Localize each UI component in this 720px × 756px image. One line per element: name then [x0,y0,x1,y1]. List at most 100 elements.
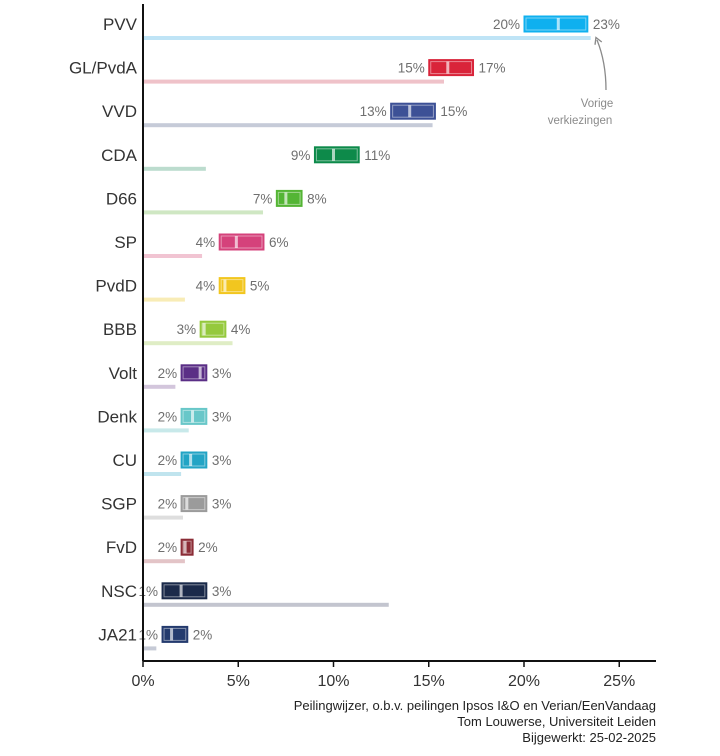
poll-estimate-mark [170,628,174,641]
high-value-label: 15% [440,104,467,119]
poll-estimate-mark [408,105,412,118]
x-tick-label: 5% [227,673,250,690]
previous-election-annotation: Vorige verkiezingen [548,36,613,127]
poll-interval-highlight [220,279,244,293]
party-label: JA21 [98,625,137,644]
low-value-label: 13% [360,104,387,119]
party-label: CDA [101,146,138,165]
poll-interval-bar [199,320,227,338]
party-label: Volt [109,364,138,383]
poll-interval-bar [428,59,475,77]
party-label: NSC [101,582,137,601]
poll-interval-highlight [182,497,206,511]
x-tick-label: 15% [413,673,445,690]
party-row: Volt 2% 3% [109,364,232,389]
party-row: NSC 1% 3% [101,582,389,607]
poll-interval-bar [161,625,189,643]
low-value-label: 9% [291,148,311,163]
party-row: VVD 13% 15% [102,102,467,128]
high-value-label: 3% [212,409,232,424]
low-value-label: 2% [158,497,178,512]
party-row: D66 7% 8% [106,189,327,215]
high-value-label: 2% [198,540,218,555]
previous-result-bar [143,384,176,389]
x-tick-label: 20% [508,673,540,690]
poll-estimate-mark [332,148,335,161]
previous-result-bar [143,341,233,346]
poll-interval-highlight [277,191,301,205]
poll-interval-bar [180,451,208,469]
party-label: SGP [101,495,137,514]
poll-estimate-mark [202,323,206,336]
caption-author: Tom Louwerse, Universiteit Leiden [457,714,656,729]
previous-result-bar [143,646,157,651]
low-value-label: 4% [196,279,216,294]
high-value-label: 8% [307,191,327,206]
poll-estimate-mark [234,236,238,248]
caption-updated: Bijgewerkt: 25-02-2025 [522,730,656,745]
annotation-text: verkiezingen [548,115,613,127]
low-value-label: 20% [493,17,520,32]
previous-result-bar [143,297,185,302]
party-row: CU 2% 3% [112,451,231,476]
poll-interval-bar [313,146,360,164]
party-row: Denk 2% 3% [97,407,232,433]
poll-interval-highlight [525,17,587,31]
high-value-label: 3% [212,366,232,381]
poll-interval-highlight [182,453,206,467]
x-tick-label: 25% [603,673,635,690]
poll-interval-highlight [201,322,225,336]
poll-estimate-mark [183,541,187,554]
high-value-label: 11% [364,148,390,163]
x-tick-label: 10% [317,673,349,690]
party-label: SP [114,233,137,252]
low-value-label: 1% [139,627,159,642]
party-row: GL/PvdA 15% 17% [69,59,506,84]
poll-interval-bar [523,15,589,33]
poll-estimate-mark [189,454,193,466]
poll-interval-highlight [163,584,206,598]
party-label: Denk [97,407,137,426]
poll-estimate-mark [284,192,288,205]
previous-result-bar [143,428,189,433]
low-value-label: 2% [158,453,178,468]
party-row: JA21 1% 2% [98,625,212,651]
party-label: GL/PvdA [69,59,138,78]
poll-estimate-mark [556,18,560,30]
party-label: BBB [103,320,137,339]
high-value-label: 23% [593,17,620,32]
high-value-label: 3% [212,497,232,512]
high-value-label: 6% [269,235,289,250]
party-rows: PVV 20% 23% GL/PvdA 15% 17% VVD 13% 15% CDA 9% 11% D… [69,15,620,651]
x-axis: 0% 5% 10% 15% 20% 25% [131,4,656,690]
poll-estimate-mark [223,279,227,292]
party-row: SP 4% 6% [114,233,288,258]
poll-estimate-mark [191,410,195,423]
party-label: PVV [103,15,138,34]
poll-interval-bar [161,582,208,600]
party-label: VVD [102,102,137,121]
poll-estimate-mark [179,584,183,597]
high-value-label: 3% [212,453,232,468]
previous-result-bar [143,79,444,84]
party-row: BBB 3% 4% [103,320,250,346]
poll-interval-highlight [182,366,206,380]
poll-chart: PVV 20% 23% GL/PvdA 15% 17% VVD 13% 15% CDA 9% 11% D… [69,4,656,690]
annotation-arrow [594,36,607,91]
high-value-label: 5% [250,279,270,294]
party-label: FvD [106,538,137,557]
poll-interval-highlight [392,104,434,118]
low-value-label: 3% [177,322,197,337]
x-tick-label: 0% [131,673,154,690]
party-row: PVV 20% 23% [103,15,620,40]
poll-interval-bar [275,189,303,207]
poll-interval-highlight [163,627,187,641]
poll-interval-highlight [430,61,473,75]
party-row: CDA 9% 11% [101,146,390,171]
previous-result-bar [143,602,389,607]
previous-result-bar [143,472,182,476]
party-label: D66 [106,189,137,208]
previous-result-bar [143,36,591,40]
caption-source: Peilingwijzer, o.b.v. peilingen Ipsos I&… [293,698,656,713]
party-label: CU [112,451,137,470]
